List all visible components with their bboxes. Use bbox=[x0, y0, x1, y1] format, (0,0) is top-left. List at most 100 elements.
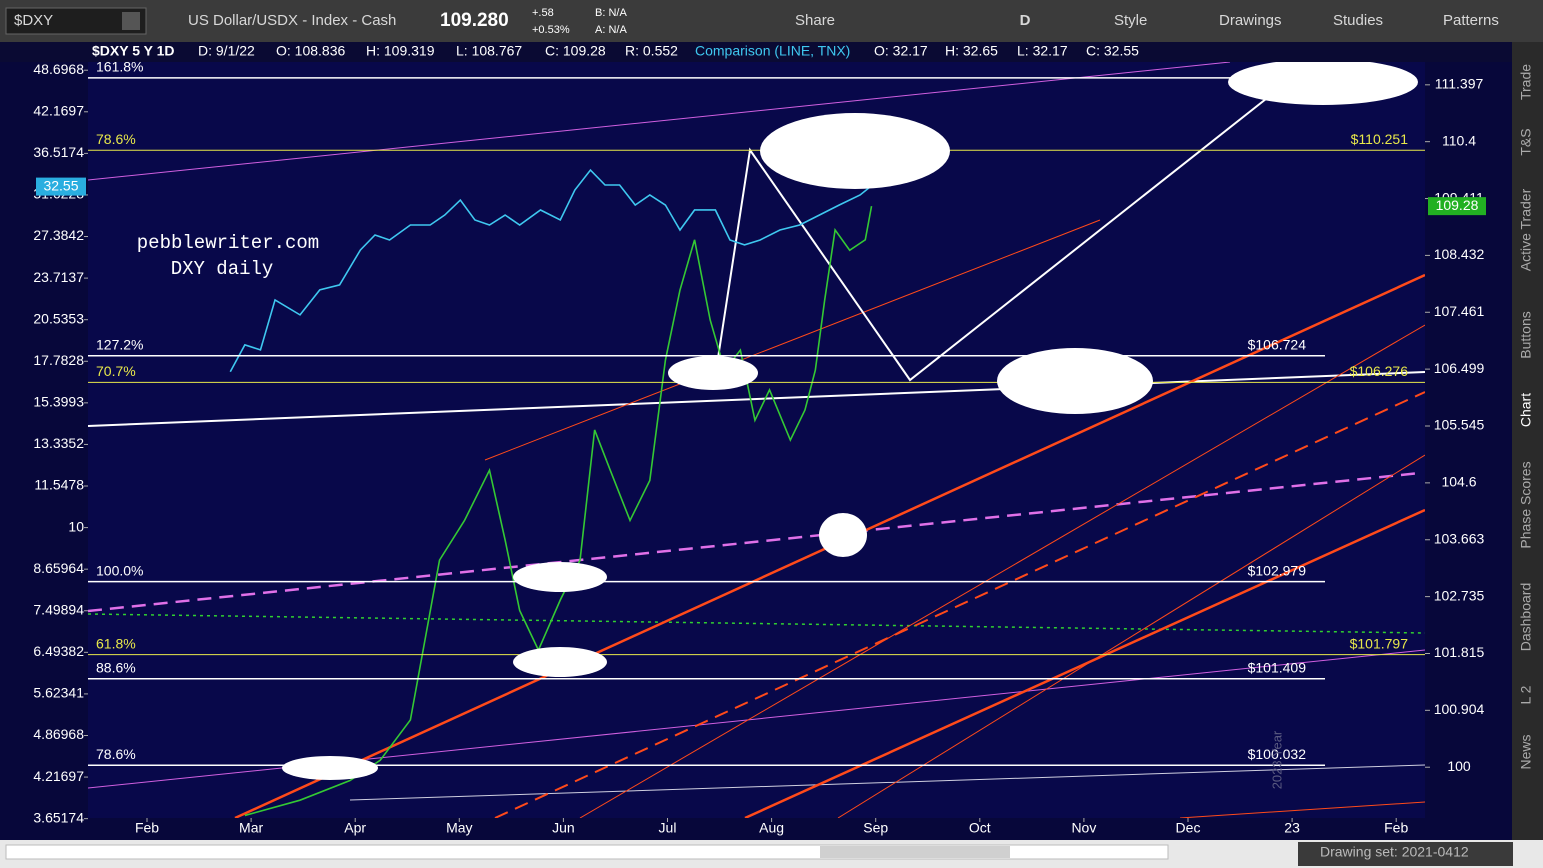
compare-tick-label: 23.7137 bbox=[33, 269, 84, 285]
channel-line bbox=[1179, 801, 1425, 818]
sidebar-tab[interactable]: Dashboard bbox=[1518, 583, 1534, 652]
drawings bbox=[88, 62, 1425, 818]
sidebar-tab[interactable]: T&S bbox=[1518, 128, 1534, 155]
time-tick-label: Jun bbox=[552, 820, 575, 836]
price-tick-label: 110.4 bbox=[1442, 132, 1476, 148]
fib-label: 161.8% bbox=[96, 59, 143, 75]
trend-line bbox=[349, 764, 1425, 801]
info-item: R: 0.552 bbox=[625, 43, 678, 59]
price-tick-label: 105.545 bbox=[1434, 417, 1485, 433]
price-tick-label: 101.815 bbox=[1434, 644, 1485, 660]
fib-label: 127.2% bbox=[96, 336, 143, 352]
toolbar-button[interactable]: Studies bbox=[1333, 12, 1383, 29]
change-pct: +0.53% bbox=[532, 24, 570, 36]
compare-tick-label: 42.1697 bbox=[33, 102, 84, 118]
time-tick-label: Sep bbox=[863, 820, 888, 836]
price-tick-label: 100.904 bbox=[1434, 701, 1485, 717]
sidebar-tab[interactable]: Active Trader bbox=[1518, 188, 1534, 271]
channel-line bbox=[744, 508, 1425, 818]
time-tick-label: Feb bbox=[135, 820, 159, 836]
fib-price-label: $101.409 bbox=[1248, 659, 1307, 675]
sidebar-tabs: Trade T&S Active Trader Buttons Chart Phase S… bbox=[1518, 64, 1534, 770]
sidebar-tab[interactable]: L 2 bbox=[1518, 685, 1534, 704]
time-tick-label: Aug bbox=[759, 820, 784, 836]
fib-price-label: $102.979 bbox=[1248, 562, 1307, 578]
compare-tick-label: 4.86968 bbox=[33, 726, 84, 742]
info-item: L: 108.767 bbox=[456, 43, 522, 59]
compare-tick-label: 10 bbox=[68, 518, 84, 534]
time-tick-label: Dec bbox=[1176, 820, 1201, 836]
series bbox=[229, 168, 873, 817]
time-tick-label: Nov bbox=[1071, 820, 1096, 836]
highlight bbox=[668, 356, 758, 390]
annotation: pebblewriter.com bbox=[137, 232, 319, 254]
sidebar-tab[interactable]: Buttons bbox=[1518, 311, 1534, 358]
compare-tick-label: 36.5174 bbox=[33, 144, 84, 160]
comparison-item: L: 32.17 bbox=[1017, 43, 1068, 59]
price-tick-label: 103.663 bbox=[1434, 530, 1485, 546]
info-item: O: 108.836 bbox=[276, 43, 345, 59]
ask: A: N/A bbox=[595, 24, 627, 36]
compare-tick-label: 6.49382 bbox=[33, 643, 84, 659]
time-tick-label: May bbox=[446, 820, 472, 836]
toolbar-button[interactable]: Share bbox=[795, 12, 835, 29]
price-tick-label: 100 bbox=[1447, 758, 1471, 774]
info-item: H: 109.319 bbox=[366, 43, 435, 59]
trend-line bbox=[88, 471, 1421, 613]
drawing-set[interactable]: Drawing set: 2021-0412 bbox=[1320, 844, 1469, 860]
toolbar-button[interactable]: D bbox=[1020, 12, 1031, 29]
plot bbox=[88, 62, 1425, 818]
fib-label: 88.6% bbox=[96, 659, 136, 675]
channel-line bbox=[494, 391, 1425, 818]
time-tick-label: Feb bbox=[1384, 820, 1408, 836]
time-tick-label: Jul bbox=[659, 820, 677, 836]
compare-tick-label: 48.6968 bbox=[33, 61, 84, 77]
fib-label: 100.0% bbox=[96, 562, 143, 578]
price-tick-label: 104.6 bbox=[1441, 474, 1476, 490]
channel-line bbox=[579, 324, 1425, 818]
fib-price-label: $101.797 bbox=[1350, 635, 1409, 651]
fib-price-label: $100.032 bbox=[1248, 746, 1307, 762]
fib-price-label: $106.276 bbox=[1350, 363, 1409, 379]
highlight bbox=[760, 113, 950, 189]
sidebar-tab[interactable]: Phase Scores bbox=[1518, 461, 1534, 548]
compare-tick-label: 5.62341 bbox=[33, 685, 84, 701]
sidebar-tab[interactable]: Chart bbox=[1518, 393, 1534, 427]
sidebar-tab[interactable]: Trade bbox=[1518, 64, 1534, 100]
channel-line bbox=[837, 454, 1425, 818]
channel-line bbox=[484, 219, 1101, 461]
last-price-label: 109.28 bbox=[1436, 197, 1479, 213]
fib-label: 61.8% bbox=[96, 635, 136, 651]
toolbar-button[interactable]: Drawings bbox=[1219, 12, 1282, 29]
symbol[interactable]: $DXY bbox=[14, 12, 53, 29]
compare-tick-label: 20.5353 bbox=[33, 310, 84, 326]
trend-line bbox=[88, 613, 1425, 634]
comparison: Comparison (LINE, TNX) bbox=[695, 43, 850, 59]
toolbar-button[interactable]: Style bbox=[1114, 12, 1147, 29]
info-item: C: 109.28 bbox=[545, 43, 606, 59]
symbol-dropdown[interactable] bbox=[122, 12, 140, 30]
trend-line bbox=[88, 371, 1425, 427]
scroll-thumb[interactable] bbox=[820, 846, 1010, 858]
info-bar bbox=[0, 42, 1543, 62]
price-tick-label: 108.432 bbox=[1434, 246, 1485, 262]
highlight bbox=[819, 513, 867, 557]
annotation: DXY daily bbox=[171, 258, 274, 280]
price-tick-label: 102.735 bbox=[1434, 587, 1485, 603]
compare-tick-label: 17.7828 bbox=[33, 352, 84, 368]
bid: B: N/A bbox=[595, 7, 627, 19]
drawing-set-box[interactable] bbox=[1298, 842, 1513, 866]
dxy-line bbox=[244, 205, 873, 817]
last-price-tag bbox=[1428, 197, 1486, 216]
fib-price-label: $110.251 bbox=[1351, 131, 1409, 147]
time-tick-label: Mar bbox=[239, 820, 263, 836]
toolbar bbox=[0, 0, 1543, 42]
toolbar-button[interactable]: Patterns bbox=[1443, 12, 1499, 29]
comparison-item: H: 32.65 bbox=[945, 43, 998, 59]
compare-tick-label: 15.3993 bbox=[33, 394, 84, 410]
sidebar-tab[interactable]: News bbox=[1518, 734, 1534, 769]
fib-label: 78.6% bbox=[96, 746, 136, 762]
compare-tick-label: 27.3842 bbox=[33, 227, 84, 243]
